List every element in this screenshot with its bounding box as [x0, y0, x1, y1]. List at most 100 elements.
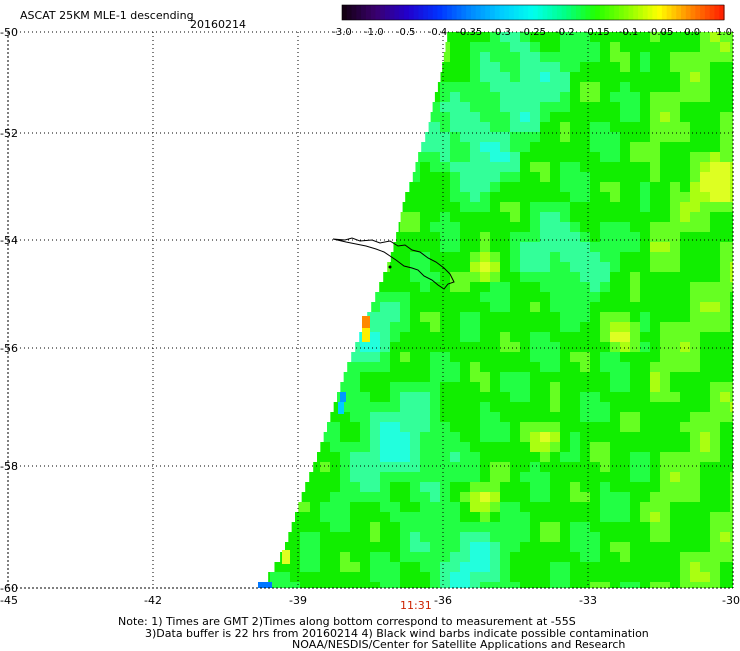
swath-cell [690, 292, 700, 302]
swath-cell [670, 362, 680, 372]
swath-cell [600, 292, 610, 302]
swath-cell [550, 522, 560, 532]
swath-cell [690, 152, 700, 162]
swath-cell [630, 332, 640, 342]
swath-cell [670, 512, 680, 522]
swath-cell [640, 172, 650, 182]
swath-cell [610, 292, 620, 302]
swath-cell [360, 502, 370, 512]
swath-cell [500, 542, 510, 552]
swath-cell [340, 482, 350, 492]
swath-cell [530, 542, 540, 552]
swath-cell [440, 132, 450, 142]
swath-cell [690, 112, 700, 122]
swath-cell [610, 82, 620, 92]
swath-cell [670, 242, 680, 252]
swath-cell [350, 372, 360, 382]
swath-cell [560, 52, 570, 62]
swath-cell [710, 442, 720, 452]
swath-edge-cell [340, 392, 346, 402]
swath-cell [540, 352, 550, 362]
swath-cell [650, 182, 660, 192]
swath-cell [390, 412, 400, 422]
swath-cell [580, 122, 590, 132]
swath-cell [450, 92, 460, 102]
swath-cell [550, 582, 560, 588]
swath-cell [500, 392, 510, 402]
swath-cell [710, 192, 720, 202]
swath-cell [590, 342, 600, 352]
swath-cell [640, 412, 650, 422]
swath-cell [700, 142, 710, 152]
swath-cell [400, 272, 410, 282]
swath-cell [620, 252, 630, 262]
swath-cell [410, 232, 420, 242]
swath-cell [610, 262, 620, 272]
swath-cell [610, 382, 620, 392]
swath-cell [610, 472, 620, 482]
swath-cell [470, 222, 480, 232]
swath-cell [350, 492, 360, 502]
swath-cell [710, 172, 720, 182]
swath-cell [580, 232, 590, 242]
swath-cell [460, 282, 470, 292]
swath-cell [600, 492, 610, 502]
swath-cell [460, 62, 470, 72]
swath-cell [570, 352, 580, 362]
swath-cell [380, 332, 390, 342]
swath-cell [480, 92, 490, 102]
swath-cell [430, 522, 440, 532]
swath-cell [480, 72, 490, 82]
swath-cell [620, 42, 630, 52]
swath-cell [600, 142, 610, 152]
swath-cell [690, 352, 700, 362]
swath-cell [530, 502, 540, 512]
swath-cell [680, 582, 690, 588]
swath-cell [560, 192, 570, 202]
swath-cell [280, 572, 290, 582]
swath-cell [560, 172, 570, 182]
swath-cell [410, 362, 420, 372]
swath-cell [620, 192, 630, 202]
swath-cell [410, 242, 420, 252]
swath-cell [440, 222, 450, 232]
swath-cell [450, 202, 460, 212]
swath-cell [460, 442, 470, 452]
swath-cell [700, 492, 710, 502]
swath-cell [730, 112, 733, 122]
colorbar-segment [671, 5, 677, 20]
swath-cell [450, 432, 460, 442]
swath-cell [530, 112, 540, 122]
swath-cell [720, 372, 730, 382]
swath-cell [460, 132, 470, 142]
swath-cell [670, 482, 680, 492]
swath-cell [540, 522, 550, 532]
swath-cell [410, 462, 420, 472]
swath-cell [580, 312, 590, 322]
swath-cell [510, 322, 520, 332]
swath-cell [490, 122, 500, 132]
swath-cell [620, 92, 630, 102]
swath-cell [320, 572, 330, 582]
swath-cell [480, 352, 490, 362]
swath-cell [720, 532, 730, 542]
swath-cell [720, 572, 730, 582]
swath-cell [550, 452, 560, 462]
swath-cell [590, 42, 600, 52]
swath-cell [460, 472, 470, 482]
swath-cell [410, 492, 420, 502]
swath-cell [420, 502, 430, 512]
swath-cell [610, 432, 620, 442]
swath-cell [350, 362, 360, 372]
swath-cell [330, 522, 340, 532]
swath-cell [530, 482, 540, 492]
swath-cell [680, 132, 690, 142]
swath-cell [550, 402, 560, 412]
swath-cell [360, 382, 370, 392]
swath-cell [450, 382, 460, 392]
swath-cell [550, 322, 560, 332]
swath-cell [730, 132, 733, 142]
swath-cell [640, 222, 650, 232]
swath-cell [430, 302, 440, 312]
swath-cell [470, 402, 480, 412]
